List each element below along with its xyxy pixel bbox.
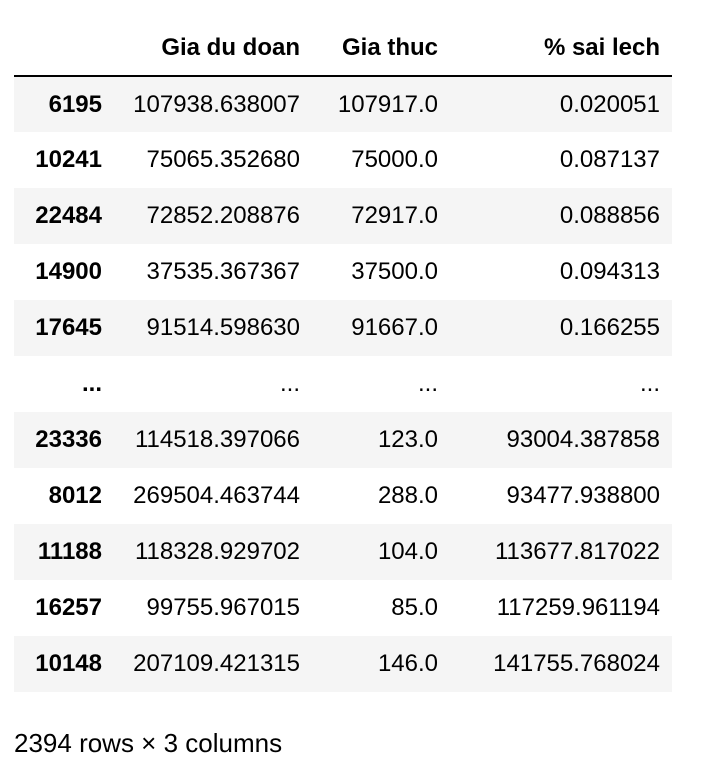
cell-gia-thuc: 75000.0 (351, 146, 438, 173)
table-row: 17645 91514.598630 91667.0 0.166255 (14, 300, 672, 356)
table-body: 6195 107938.638007 107917.0 0.020051 102… (14, 76, 672, 692)
cell-gia-du-doan: 72852.208876 (146, 202, 301, 229)
row-index: 10241 (35, 146, 102, 173)
cell-gia-thuc: 72917.0 (351, 202, 438, 229)
cell-gia-du-doan: ... (279, 370, 300, 397)
table-row: 23336 114518.397066 123.0 93004.387858 (14, 412, 672, 468)
cell-gia-du-doan: 107938.638007 (133, 90, 300, 118)
cell-gia-du-doan: 37535.367367 (146, 258, 301, 285)
cell-gia-du-doan: 118328.929702 (134, 538, 300, 565)
table-row: 6195 107938.638007 107917.0 0.020051 (14, 76, 672, 132)
cell-gia-du-doan: 207109.421315 (133, 650, 300, 677)
index-header (14, 20, 114, 76)
dataframe-output: Gia du doan Gia thuc % sai lech 6195 107… (14, 20, 672, 692)
dataframe-shape-text: 2394 rows × 3 columns (14, 728, 283, 758)
cell-gia-thuc: 123.0 (377, 426, 438, 453)
row-index: 23336 (35, 426, 102, 453)
table-row-ellipsis: ... ... ... ... (14, 356, 672, 412)
cell-gia-thuc: 104.0 (377, 538, 438, 565)
cell-sai-lech: 117259.961194 (496, 594, 660, 621)
cell-sai-lech: 0.020051 (559, 90, 660, 118)
row-index: 14900 (35, 258, 102, 285)
row-index: ... (81, 370, 102, 397)
cell-gia-du-doan: 91514.598630 (146, 314, 301, 341)
cell-gia-thuc: 146.0 (377, 650, 438, 677)
column-header-sai-lech: % sai lech (543, 33, 660, 61)
row-index: 11188 (37, 538, 102, 565)
cell-gia-thuc: 107917.0 (337, 90, 438, 118)
table-header: Gia du doan Gia thuc % sai lech (14, 20, 672, 76)
cell-sai-lech: 113677.817022 (494, 538, 660, 565)
table-row: 8012 269504.463744 288.0 93477.938800 (14, 468, 672, 524)
cell-sai-lech: 0.088856 (559, 202, 660, 229)
cell-gia-du-doan: 75065.352680 (146, 146, 301, 173)
dataframe-table: Gia du doan Gia thuc % sai lech 6195 107… (14, 20, 672, 692)
cell-sai-lech: 93004.387858 (506, 426, 661, 453)
table-row: 14900 37535.367367 37500.0 0.094313 (14, 244, 672, 300)
cell-sai-lech: 0.087137 (559, 146, 660, 173)
column-header-gia-du-doan: Gia du doan (161, 33, 300, 61)
cell-gia-thuc: ... (417, 370, 438, 397)
table-row: 16257 99755.967015 85.0 117259.961194 (14, 580, 672, 636)
cell-gia-thuc: 37500.0 (351, 258, 438, 285)
cell-gia-thuc: 85.0 (391, 594, 438, 621)
cell-sai-lech: ... (639, 370, 660, 397)
cell-gia-thuc: 91667.0 (351, 314, 438, 341)
cell-sai-lech: 0.166255 (559, 314, 660, 341)
column-header-gia-thuc: Gia thuc (341, 33, 438, 61)
cell-sai-lech: 141755.768024 (493, 650, 660, 677)
cell-gia-du-doan: 269504.463744 (133, 482, 300, 509)
header-row: Gia du doan Gia thuc % sai lech (14, 20, 672, 76)
cell-sai-lech: 0.094313 (559, 258, 660, 285)
row-index: 16257 (35, 594, 102, 621)
cell-gia-du-doan: 114518.397066 (134, 426, 300, 453)
table-row: 10241 75065.352680 75000.0 0.087137 (14, 132, 672, 188)
row-index: 17645 (35, 314, 102, 341)
row-index: 6195 (48, 90, 102, 118)
row-index: 8012 (48, 482, 102, 509)
cell-sai-lech: 93477.938800 (506, 482, 661, 509)
row-index: 22484 (35, 202, 102, 229)
table-row: 11188 118328.929702 104.0 113677.817022 (14, 524, 672, 580)
cell-gia-du-doan: 99755.967015 (146, 594, 301, 621)
row-index: 10148 (35, 650, 102, 677)
table-row: 10148 207109.421315 146.0 141755.768024 (14, 636, 672, 692)
table-row: 22484 72852.208876 72917.0 0.088856 (14, 188, 672, 244)
cell-gia-thuc: 288.0 (377, 482, 438, 509)
